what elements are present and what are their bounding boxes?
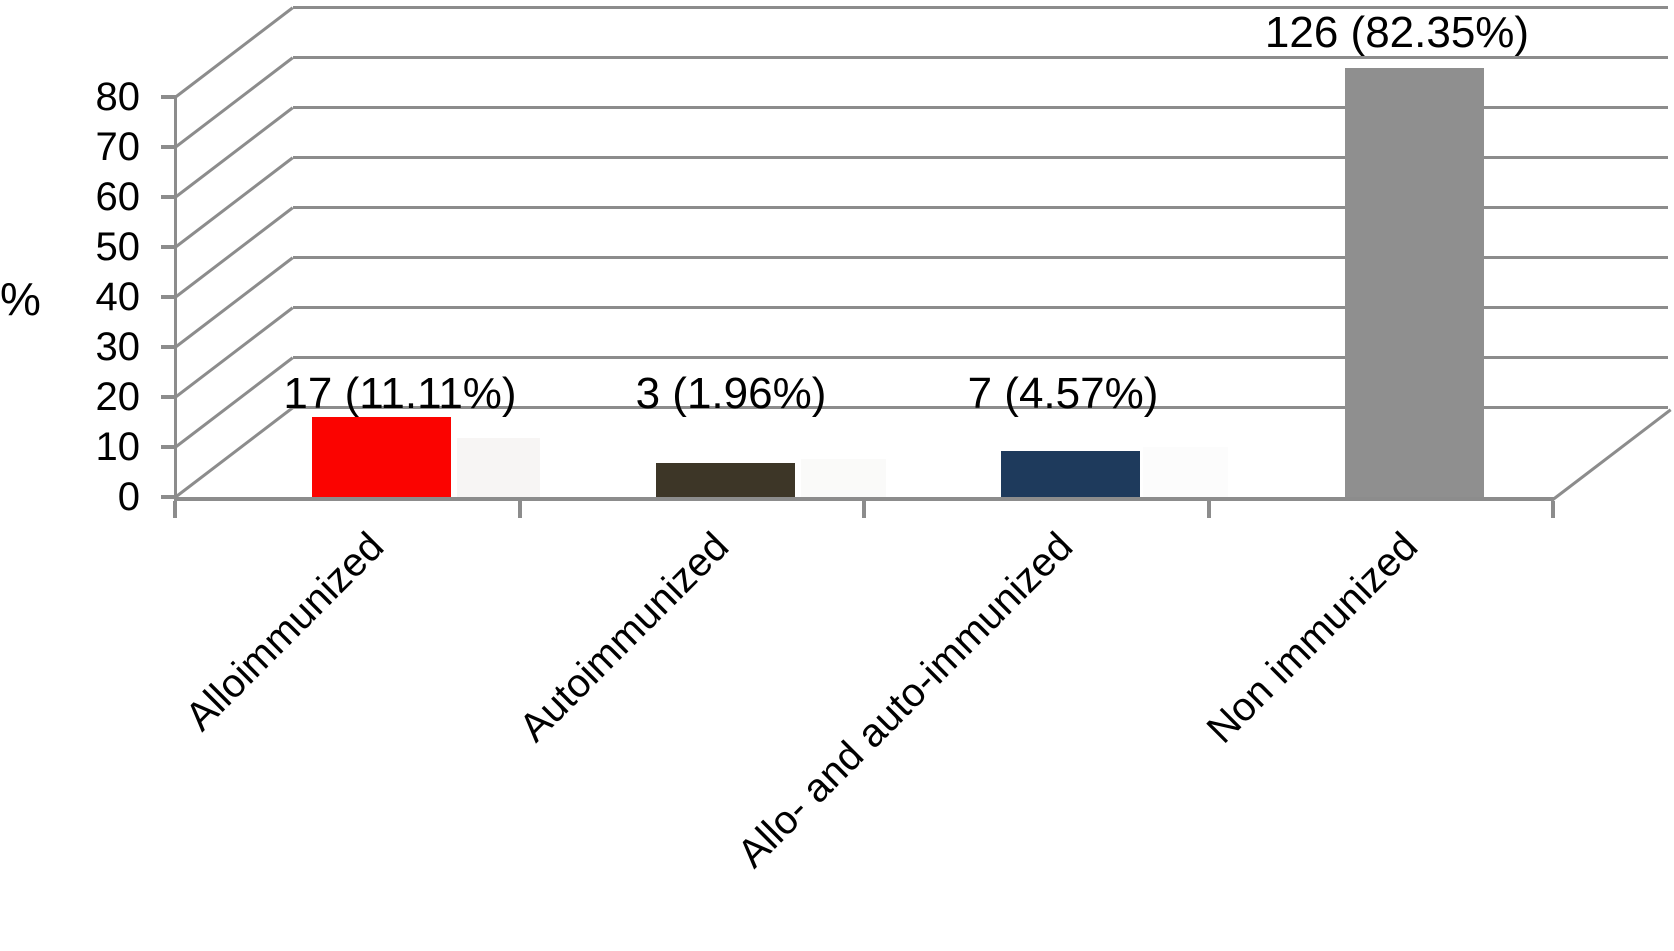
x-tick-mark (173, 501, 177, 518)
bar-value-label: 17 (11.11%) (283, 369, 517, 418)
y-tick-mark (161, 495, 176, 499)
x-tick-mark (862, 501, 866, 518)
y-axis-title: % (0, 273, 41, 325)
depth-gridline (174, 405, 294, 499)
back-gridline (293, 405, 1668, 409)
depth-gridline (174, 105, 294, 199)
category-label: Non immunized (1198, 524, 1426, 752)
category-label: Allo- and auto-immunized (729, 524, 1082, 876)
category-label: Alloimmunized (177, 524, 393, 740)
depth-gridline (174, 255, 294, 349)
bar-non-immunized (1345, 68, 1485, 499)
y-tick-label: 60 (95, 175, 141, 219)
bar-side-face (1143, 447, 1228, 499)
y-tick-mark (161, 195, 176, 199)
y-tick-mark (161, 345, 176, 349)
y-tick-mark (161, 145, 176, 149)
bar-side-face (457, 438, 540, 499)
bar-autoimmunized (656, 463, 796, 499)
bar-side-face (801, 459, 886, 499)
depth-gridline (174, 5, 294, 99)
back-gridline (293, 155, 1668, 159)
back-gridline (293, 305, 1668, 309)
x-tick-mark (1206, 501, 1211, 518)
y-tick-label: 80 (95, 75, 141, 119)
depth-gridline (174, 205, 294, 299)
depth-gridline (174, 155, 294, 249)
bar-value-label: 126 (82.35%) (1264, 8, 1530, 57)
category-label: Autoimmunized (510, 524, 737, 751)
bar-value-label: 3 (1.96%) (635, 369, 827, 418)
back-gridline (293, 5, 1668, 9)
bar-alloimmunized (311, 417, 451, 499)
back-gridline (293, 355, 1668, 359)
bar-value-label: 7 (4.57%) (967, 369, 1159, 418)
y-tick-label: 40 (95, 275, 141, 319)
back-gridline (293, 55, 1668, 59)
y-tick-mark (161, 445, 176, 449)
back-gridline (293, 205, 1668, 209)
y-tick-label: 10 (95, 425, 141, 469)
y-tick-label: 70 (95, 125, 141, 169)
x-axis-line (174, 497, 1554, 501)
y-tick-mark (161, 95, 176, 99)
y-tick-mark (161, 295, 176, 299)
depth-gridline (174, 55, 294, 149)
y-tick-mark (161, 245, 176, 249)
y-axis-line (174, 95, 177, 501)
x-tick-mark (1551, 501, 1555, 518)
y-tick-label: 50 (95, 225, 141, 269)
floor-right-diagonal (1552, 407, 1672, 501)
back-gridline (293, 255, 1668, 259)
bar-allo-and-auto-immunized (1000, 451, 1140, 499)
y-tick-mark (161, 395, 176, 399)
y-tick-label: 0 (117, 475, 140, 519)
x-tick-mark (517, 501, 522, 518)
back-gridline (293, 105, 1668, 109)
y-tick-label: 20 (95, 375, 141, 419)
y-tick-label: 30 (95, 325, 141, 369)
